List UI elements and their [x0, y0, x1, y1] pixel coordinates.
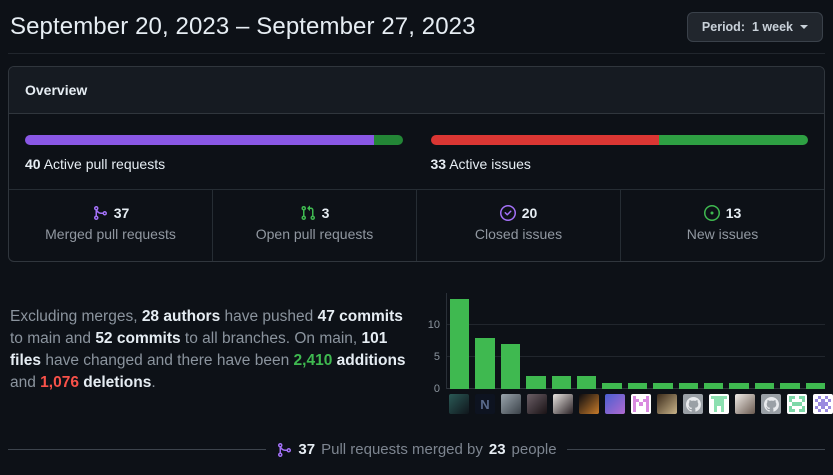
- identicon-pattern: [789, 396, 805, 412]
- commit-count-bar: [627, 382, 648, 389]
- commit-count-bar: [602, 382, 622, 389]
- author-avatar[interactable]: [761, 394, 781, 414]
- git-pull-request-icon: [301, 205, 315, 221]
- git-merge-icon: [93, 206, 107, 221]
- commit-count-bar: [754, 382, 775, 389]
- closed-issues-stat[interactable]: 20 Closed issues: [416, 190, 620, 261]
- merged-summary-text: 37 Pull requests merged by 23 people: [276, 441, 557, 458]
- author-avatar[interactable]: [527, 394, 547, 414]
- octocat-icon: [685, 396, 701, 412]
- y-axis-tick: 10: [427, 319, 440, 331]
- period-value: 1 week: [751, 20, 793, 34]
- octocat-icon: [763, 396, 779, 412]
- author-avatar[interactable]: [813, 394, 833, 414]
- author-avatar[interactable]: [657, 394, 677, 414]
- chart-gridline: [447, 356, 825, 357]
- author-avatar[interactable]: [631, 394, 651, 414]
- overview-card: Overview 40 Active pull requests 33: [8, 66, 825, 262]
- chart-plot-area: 0 5 10: [428, 293, 826, 395]
- author-avatars-row: N: [449, 394, 833, 414]
- author-avatar[interactable]: [605, 394, 625, 414]
- identicon-pattern: [633, 396, 649, 412]
- period-label: Period:: [701, 20, 745, 34]
- active-issues-count: 33: [430, 156, 447, 172]
- commit-count-bar: [500, 344, 521, 389]
- active-issues: 33 Active issues: [430, 135, 809, 172]
- author-avatar[interactable]: [553, 394, 573, 414]
- author-avatar[interactable]: [735, 394, 755, 414]
- y-axis-tick: 5: [433, 351, 440, 363]
- active-pr-label: 40 Active pull requests: [25, 156, 166, 172]
- author-avatar[interactable]: [449, 394, 469, 414]
- identicon-pattern: [711, 396, 727, 412]
- commit-summary-text: Excluding merges, 28 authors have pushed…: [10, 308, 406, 391]
- commit-count-bar: [551, 376, 572, 389]
- divider-line-right: [566, 449, 826, 450]
- overview-stats: 37 Merged pull requests 3 Open pull requ…: [9, 189, 824, 261]
- activity-meters: 40 Active pull requests 33 Active issues: [9, 114, 824, 189]
- author-avatar[interactable]: N: [475, 394, 495, 414]
- git-merge-icon: [278, 442, 292, 457]
- issues-meter: [430, 135, 809, 145]
- commit-count-bar: [729, 382, 749, 389]
- issue-opened-icon: [703, 205, 720, 221]
- page-title: September 20, 2023 – September 27, 2023: [10, 13, 476, 40]
- header-divider: [8, 53, 825, 54]
- overview-card-title: Overview: [9, 67, 824, 114]
- closed-issues-segment: [430, 135, 660, 145]
- author-avatar[interactable]: [579, 394, 599, 414]
- commit-count-bar: [678, 382, 699, 389]
- merged-pull-requests-stat[interactable]: 37 Merged pull requests: [45, 205, 176, 242]
- active-pull-requests: 40 Active pull requests: [25, 135, 403, 172]
- merged-pr-segment: [25, 135, 375, 145]
- commit-count-bar: [475, 337, 495, 389]
- active-pr-count: 40: [25, 156, 41, 172]
- commit-count-bar: [577, 376, 597, 389]
- author-avatar[interactable]: [709, 394, 729, 414]
- author-avatar[interactable]: [501, 394, 521, 414]
- active-issues-label: 33 Active issues: [430, 156, 531, 172]
- commit-count-bar: [653, 382, 673, 389]
- commit-count-bar: [526, 376, 546, 389]
- chevron-down-icon: [800, 25, 808, 29]
- page-header: September 20, 2023 – September 27, 2023 …: [8, 10, 825, 42]
- commit-count-bar: [780, 382, 800, 389]
- identicon-pattern: [815, 396, 831, 412]
- open-pr-segment: [374, 135, 403, 145]
- chart-bars: [450, 299, 826, 389]
- issue-closed-icon: [499, 205, 516, 221]
- commits-per-author-chart: 0 5 10 N: [424, 293, 833, 414]
- y-axis-tick: 0: [433, 383, 440, 395]
- pull-requests-meter: [25, 135, 403, 145]
- open-pull-requests-stat[interactable]: 3 Open pull requests: [212, 190, 416, 261]
- author-avatar[interactable]: [787, 394, 807, 414]
- commit-count-bar: [805, 382, 826, 389]
- summary-section: Excluding merges, 28 authors have pushed…: [8, 293, 833, 414]
- new-issues-segment: [659, 135, 808, 145]
- period-dropdown[interactable]: Period: 1 week: [686, 12, 823, 42]
- chart-gridline: [447, 324, 825, 325]
- merged-summary-row: 37 Pull requests merged by 23 people: [8, 441, 826, 458]
- commit-count-bar: [704, 382, 724, 389]
- divider-line-left: [8, 449, 267, 450]
- author-avatar[interactable]: [683, 394, 703, 414]
- commit-count-bar: [450, 299, 470, 389]
- new-issues-stat[interactable]: 13 New issues: [620, 190, 824, 261]
